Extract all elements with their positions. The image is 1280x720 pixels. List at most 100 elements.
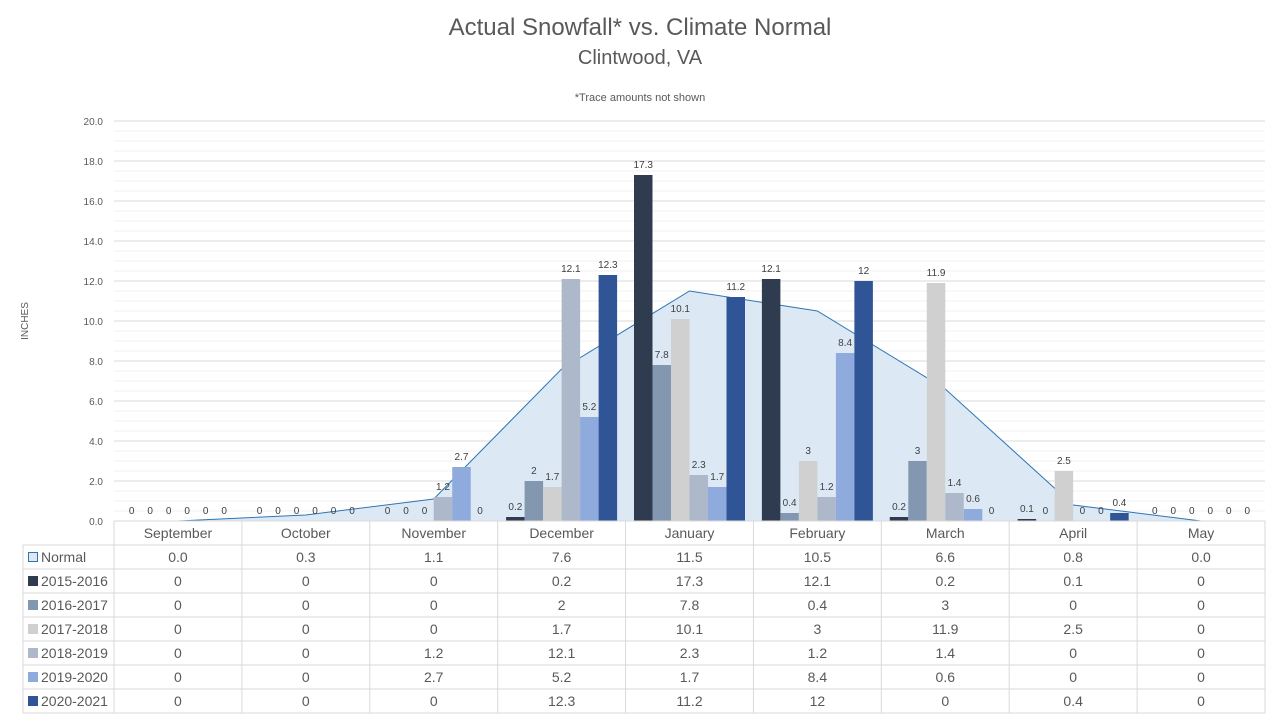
table-cell: 0: [174, 597, 182, 613]
bar: [634, 175, 653, 521]
table-cell: 0: [174, 573, 182, 589]
y-tick-label: 14.0: [84, 237, 104, 248]
chart-title: Actual Snowfall* vs. Climate Normal: [449, 14, 832, 41]
bar-value-label: 1.2: [820, 482, 834, 493]
table-cell: 0: [1197, 621, 1205, 637]
bar: [1054, 471, 1074, 521]
table-cell: 0: [174, 693, 182, 709]
series-name: 2019-2020: [41, 669, 108, 685]
bar: [908, 461, 927, 521]
data-table: September October November December January F…: [22, 520, 1266, 714]
y-tick-label: 12.0: [84, 277, 104, 288]
bar: [580, 417, 599, 521]
bar-value-label: 0.4: [783, 498, 797, 509]
bar-value-label: 2.7: [455, 452, 469, 463]
bar: [524, 481, 544, 521]
bar-value-label: 0.2: [508, 502, 522, 513]
table-cell: 2: [558, 597, 566, 613]
bar-value-label: 12.1: [561, 264, 581, 275]
bar-value-label: 0: [129, 506, 135, 517]
table-cell: 0.0: [1191, 549, 1211, 565]
table-cell: 0: [302, 597, 310, 613]
table-cell: 10.5: [804, 549, 831, 565]
table-cell: 0.4: [808, 597, 828, 613]
table-cell: 0: [430, 693, 438, 709]
table-cell: 1.2: [808, 645, 828, 661]
bar-value-label: 0: [477, 506, 483, 517]
table-cell: 0: [302, 669, 310, 685]
table-cell: 11.2: [676, 693, 702, 709]
bar-value-label: 0: [221, 506, 227, 517]
bar-value-label: 12: [858, 266, 870, 277]
table-cell: 7.8: [680, 597, 700, 613]
y-tick-label: 18.0: [84, 157, 104, 168]
y-axis-ticks: 0.0 2.0 4.0 6.0 8.0 10.0 12.0 14.0 16.0 18.0 20.0: [84, 117, 104, 528]
table-cell: 2.3: [680, 645, 700, 661]
table-cell: 0: [1069, 645, 1077, 661]
table-cell: 0.6: [936, 669, 956, 685]
y-tick-label: 16.0: [84, 197, 104, 208]
table-cell: 11.5: [676, 549, 702, 565]
bar: [945, 493, 964, 521]
bar: [889, 517, 909, 521]
table-cell: 0: [174, 645, 182, 661]
bar-value-label: 0: [422, 506, 428, 517]
bar-value-label: 0: [1189, 506, 1195, 517]
bar-value-label: 0.6: [966, 494, 980, 505]
bar-value-label: 0: [1098, 506, 1104, 517]
table-cell: 12.1: [804, 573, 831, 589]
table-cell: 0: [302, 621, 310, 637]
bar: [598, 275, 618, 521]
bar: [561, 279, 581, 521]
table-cell: 12: [810, 693, 826, 709]
bar: [780, 513, 799, 521]
bar-value-label: 0: [1152, 506, 1158, 517]
bar: [761, 279, 781, 521]
table-cell: 6.6: [936, 549, 956, 565]
series-name: 2017-2018: [41, 621, 108, 637]
category-label: March: [926, 525, 965, 541]
legend-key: [28, 648, 38, 658]
table-cell: 0: [1197, 597, 1205, 613]
bar-value-label: 0: [312, 506, 318, 517]
series-name: 2016-2017: [41, 597, 108, 613]
bar: [543, 487, 562, 521]
table-cell: 8.4: [808, 669, 828, 685]
bar: [652, 365, 671, 521]
table-cell: 1.4: [936, 645, 956, 661]
legend-key: [28, 576, 38, 586]
bar: [671, 319, 690, 521]
bar: [708, 487, 727, 521]
legend-key: [28, 696, 38, 706]
table-cell: 7.6: [552, 549, 572, 565]
bar-value-label: 0: [989, 506, 995, 517]
table-cell: 0: [941, 693, 949, 709]
bar-value-label: 17.3: [634, 160, 654, 171]
bar-value-label: 0: [331, 506, 337, 517]
bar-value-label: 1.2: [436, 482, 450, 493]
table-cell: 0: [1197, 669, 1205, 685]
normal-line: [177, 290, 1202, 522]
legend-key: [28, 624, 38, 634]
table-cell: 3: [813, 621, 821, 637]
bar: [433, 497, 453, 521]
table-cell: 0: [1069, 669, 1077, 685]
series-name: Normal: [41, 549, 86, 565]
bar-value-label: 0: [1043, 506, 1049, 517]
table-cell: 0.0: [168, 549, 188, 565]
table-cell: 0: [174, 669, 182, 685]
bar: [817, 497, 836, 521]
category-label: January: [665, 525, 715, 541]
bar: [854, 281, 873, 521]
bar-value-label: 1.7: [710, 472, 724, 483]
bar-value-label: 11.9: [927, 268, 946, 279]
table-cell: 1.2: [424, 645, 444, 661]
table-cell: 0: [174, 621, 182, 637]
bar-value-label: 12.1: [761, 264, 781, 275]
bar-value-label: 3: [915, 446, 921, 457]
bar: [1110, 513, 1129, 521]
bar: [926, 283, 946, 521]
series-name: 2018-2019: [41, 645, 108, 661]
table-cell: 0: [302, 573, 310, 589]
chart-subtitle: Clintwood, VA: [578, 47, 703, 69]
